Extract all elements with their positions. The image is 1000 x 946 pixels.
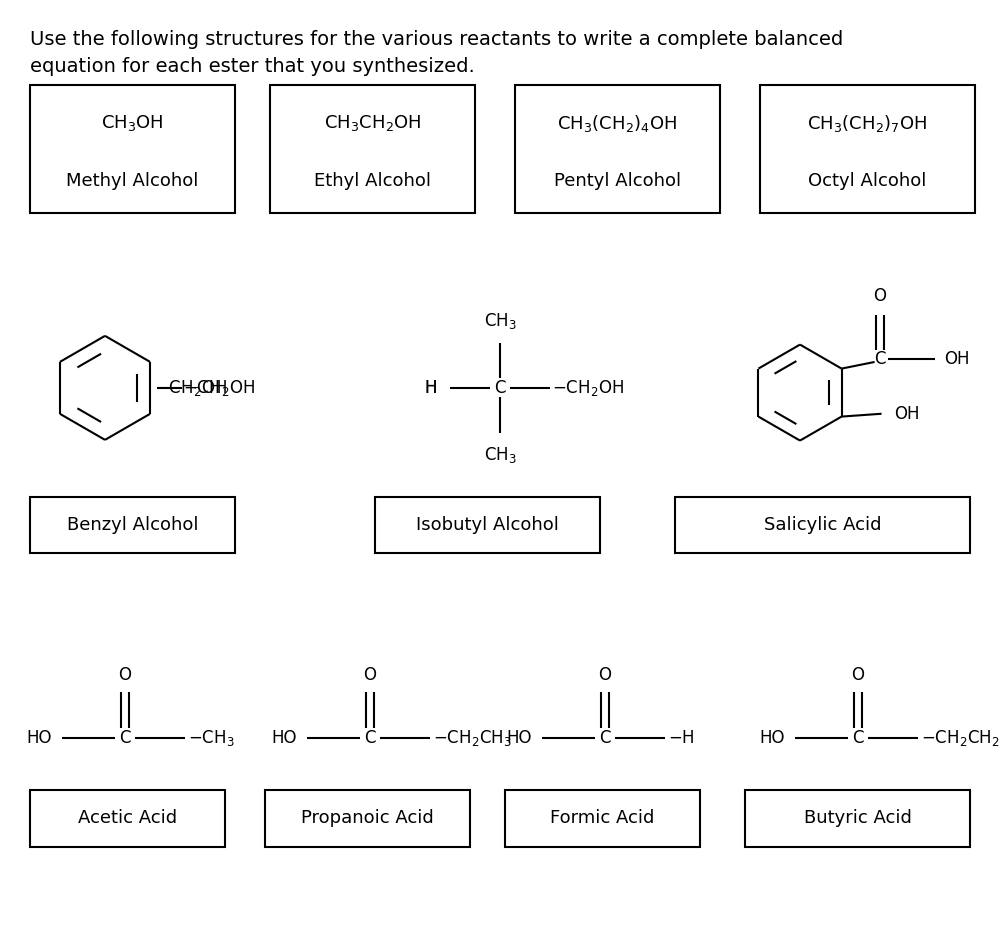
Text: H: H (424, 378, 437, 397)
Text: OH: OH (945, 350, 970, 368)
Text: C: C (364, 728, 376, 747)
Text: Acetic Acid: Acetic Acid (78, 809, 177, 828)
Text: CH$_3$OH: CH$_3$OH (101, 114, 164, 133)
FancyBboxPatch shape (745, 790, 970, 847)
Text: Butyric Acid: Butyric Acid (804, 809, 911, 828)
Text: Ethyl Alcohol: Ethyl Alcohol (314, 172, 431, 190)
Text: Use the following structures for the various reactants to write a complete balan: Use the following structures for the var… (30, 30, 843, 76)
Text: Octyl Alcohol: Octyl Alcohol (808, 172, 927, 190)
Text: CH$_3$(CH$_2$)$_7$OH: CH$_3$(CH$_2$)$_7$OH (807, 113, 928, 134)
Text: Formic Acid: Formic Acid (550, 809, 655, 828)
Text: O: O (873, 287, 886, 305)
FancyBboxPatch shape (375, 497, 600, 553)
FancyBboxPatch shape (30, 85, 235, 213)
Text: C: C (852, 728, 864, 747)
Text: HO: HO (506, 728, 532, 747)
Text: C: C (599, 728, 611, 747)
Text: Methyl Alcohol: Methyl Alcohol (66, 172, 199, 190)
FancyBboxPatch shape (30, 497, 235, 553)
Text: $-$CH$_3$: $-$CH$_3$ (188, 727, 235, 748)
Text: O: O (598, 666, 612, 685)
Text: Salicylic Acid: Salicylic Acid (764, 516, 881, 534)
FancyBboxPatch shape (505, 790, 700, 847)
Text: C: C (119, 728, 131, 747)
Text: HO: HO (272, 728, 297, 747)
Text: CH$_3$: CH$_3$ (484, 445, 516, 464)
Text: Pentyl Alcohol: Pentyl Alcohol (554, 172, 681, 190)
Text: $-$CH$_2$OH: $-$CH$_2$OH (183, 377, 255, 398)
FancyBboxPatch shape (760, 85, 975, 213)
FancyBboxPatch shape (30, 790, 225, 847)
Text: O: O (852, 666, 864, 685)
FancyBboxPatch shape (265, 790, 470, 847)
Text: $-$CH$_2$CH$_2$CH$_3$: $-$CH$_2$CH$_2$CH$_3$ (921, 727, 1000, 748)
Text: $-$CH$_2$CH$_3$: $-$CH$_2$CH$_3$ (433, 727, 512, 748)
Text: C: C (874, 350, 885, 368)
FancyBboxPatch shape (675, 497, 970, 553)
Text: $-$H: $-$H (668, 728, 695, 747)
Text: O: O (364, 666, 376, 685)
Text: $-$CH$_2$OH: $-$CH$_2$OH (552, 377, 624, 398)
Text: Propanoic Acid: Propanoic Acid (301, 809, 434, 828)
FancyBboxPatch shape (270, 85, 475, 213)
Text: H: H (424, 378, 437, 397)
Text: HO: HO (760, 728, 785, 747)
Text: Isobutyl Alcohol: Isobutyl Alcohol (416, 516, 559, 534)
Text: HO: HO (27, 728, 52, 747)
Text: OH: OH (895, 405, 920, 423)
Text: CH$_3$(CH$_2$)$_4$OH: CH$_3$(CH$_2$)$_4$OH (557, 113, 678, 134)
Text: CH$_3$CH$_2$OH: CH$_3$CH$_2$OH (324, 114, 421, 133)
FancyBboxPatch shape (515, 85, 720, 213)
Text: Benzyl Alcohol: Benzyl Alcohol (67, 516, 198, 534)
Text: $-$CH$_2$OH: $-$CH$_2$OH (155, 377, 227, 398)
Text: CH$_3$: CH$_3$ (484, 311, 516, 331)
Text: C: C (494, 378, 506, 397)
Text: O: O (119, 666, 132, 685)
